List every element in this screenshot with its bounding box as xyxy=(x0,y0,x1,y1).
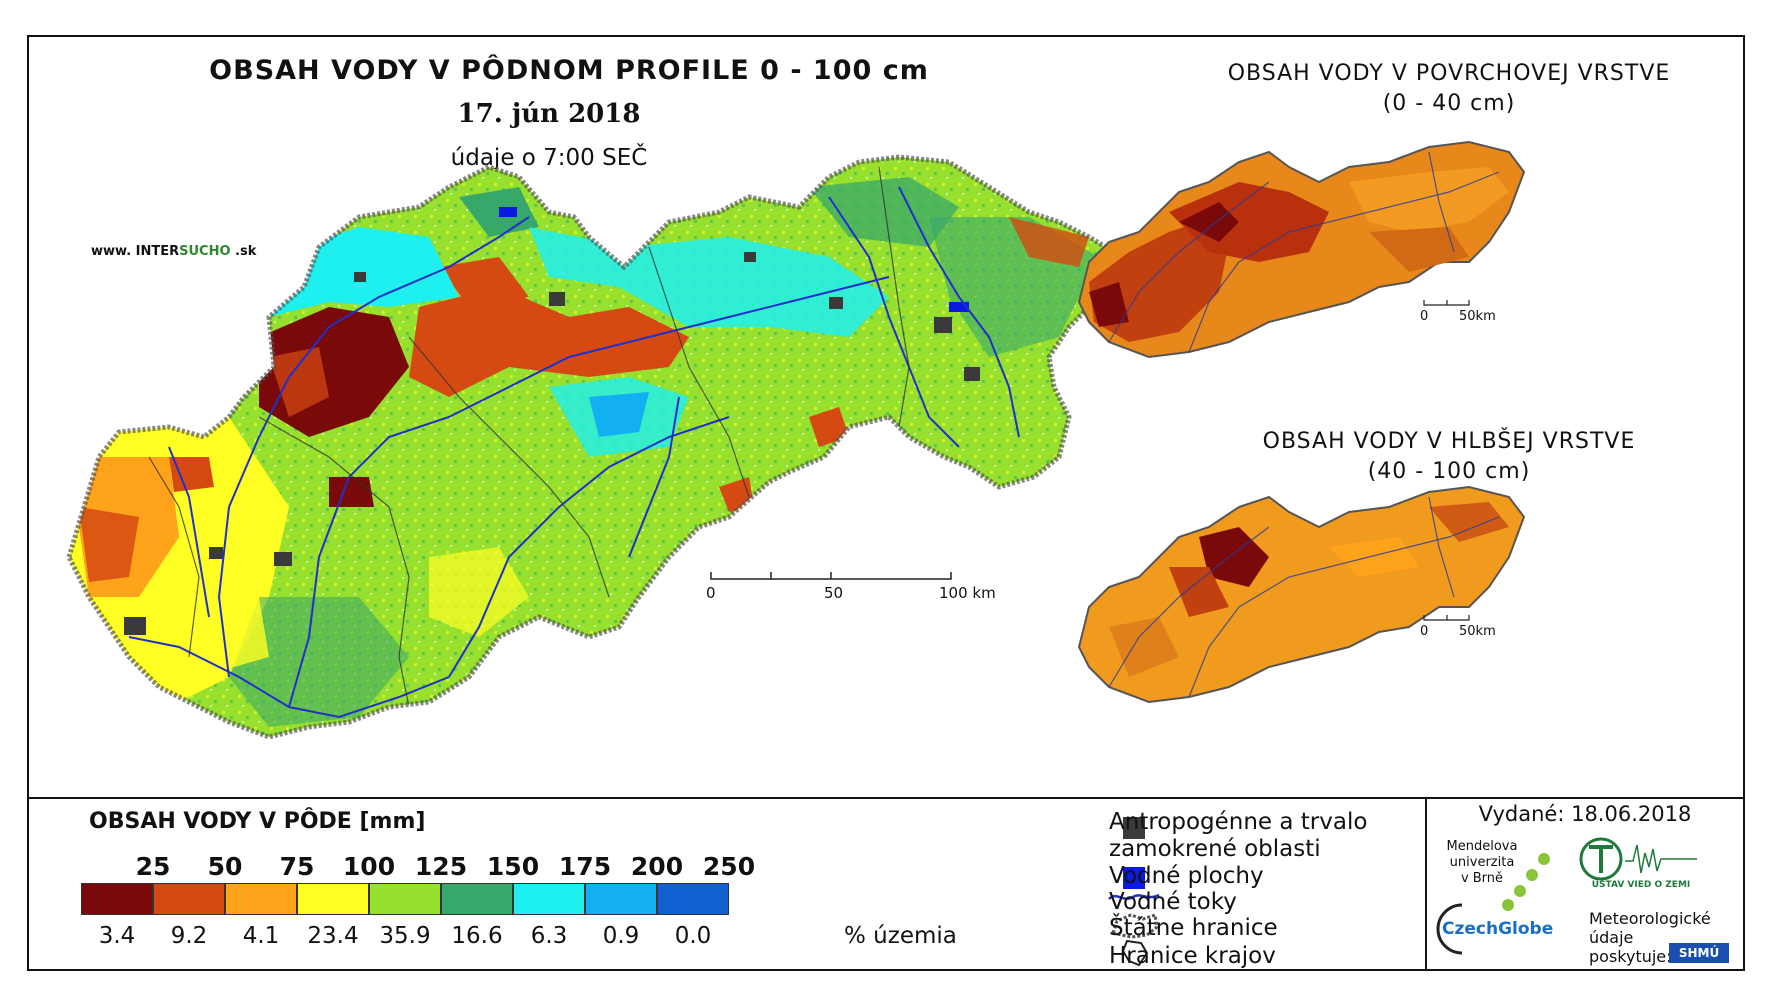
inset-surface-title-line1: OBSAH VODY V POVRCHOVEJ VRSTVE xyxy=(1227,61,1671,86)
state-border-label: Štátne hranice xyxy=(1109,915,1278,941)
map-zone: OBSAH VODY V PÔDNOM PROFILE 0 - 100 cm 1… xyxy=(29,37,1743,797)
legend-class-swatch xyxy=(369,883,441,915)
legend-class-upper: 150 xyxy=(486,852,540,881)
legend-class-percent: 0.9 xyxy=(602,923,640,949)
legend-class-swatch xyxy=(657,883,729,915)
legend-class-upper: 75 xyxy=(279,852,315,881)
legend-class-upper: 200 xyxy=(630,852,684,881)
website-label[interactable]: www. INTERSUCHO .sk xyxy=(91,244,256,259)
earth-institute-logo-icon xyxy=(1579,837,1697,881)
legend-class-percent: 4.1 xyxy=(242,923,280,949)
rivers-label: Vodné toky xyxy=(1109,889,1237,915)
main-scale-bar xyxy=(710,572,952,580)
map-frame: OBSAH VODY V PÔDNOM PROFILE 0 - 100 cm 1… xyxy=(27,35,1745,971)
mendel-dots-icon xyxy=(1502,853,1550,911)
inset-deep-map xyxy=(1077,485,1526,704)
inset-surface-scale-50: 50km xyxy=(1459,309,1496,324)
anthropogenic-label: Antropogénne a trvalo zamokrené oblasti xyxy=(1109,809,1367,863)
legend-divider xyxy=(29,797,1743,799)
legend-class-swatch xyxy=(441,883,513,915)
main-scale-0: 0 xyxy=(706,584,716,602)
legend-class-swatch xyxy=(153,883,225,915)
website-accent: SUCHO xyxy=(179,244,231,259)
website-prefix: www. INTER xyxy=(91,244,180,259)
mendel-line2: univerzita xyxy=(1449,855,1515,870)
legend-class-percent: 16.6 xyxy=(451,923,503,949)
inset-surface-scale-0: 0 xyxy=(1420,309,1429,324)
main-map-title: OBSAH VODY V PÔDNOM PROFILE 0 - 100 cm xyxy=(209,55,929,86)
inset-deep-scale-50: 50km xyxy=(1459,624,1496,639)
legend-class-swatch xyxy=(81,883,153,915)
issued-date: Vydané: 18.06.2018 xyxy=(1478,802,1692,826)
legend-class-upper: 175 xyxy=(558,852,612,881)
legend-class-percent: 3.4 xyxy=(98,923,136,949)
inset-surface-title-line2: (0 - 40 cm) xyxy=(1382,91,1516,116)
river-symbol-icon xyxy=(1108,893,1160,900)
anthropogenic-swatch xyxy=(1123,817,1145,839)
inset-surface-map xyxy=(1077,140,1526,359)
legend-class-swatch xyxy=(513,883,585,915)
legend-class-percent: 9.2 xyxy=(170,923,208,949)
main-scale-100: 100 km xyxy=(939,584,996,602)
inset-deep-title-line1: OBSAH VODY V HLBŠEJ VRSTVE xyxy=(1262,429,1636,454)
inset-deep-scale-0: 0 xyxy=(1420,624,1429,639)
inset-deep-title: OBSAH VODY V HLBŠEJ VRSTVE (40 - 100 cm) xyxy=(1209,427,1689,487)
meteorological-data-label: Meteorologické údaje poskytuje: xyxy=(1589,909,1711,966)
inset-deep-title-line2: (40 - 100 cm) xyxy=(1367,459,1531,484)
legend-class-percent: 35.9 xyxy=(379,923,431,949)
legend-class-swatch xyxy=(585,883,657,915)
met-line3: poskytuje: xyxy=(1589,947,1672,966)
legend-class-percent: 23.4 xyxy=(307,923,359,949)
website-suffix: .sk xyxy=(230,244,257,259)
legend-class-upper: 250 xyxy=(702,852,756,881)
legend-class-percent: 6.3 xyxy=(530,923,568,949)
legend-class-swatch xyxy=(225,883,297,915)
czechglobe-logo-icon xyxy=(1436,903,1463,955)
inset-surface-title: OBSAH VODY V POVRCHOVEJ VRSTVE (0 - 40 c… xyxy=(1209,59,1689,119)
czechglobe-label: CzechGlobe xyxy=(1442,919,1554,939)
legend-class-upper: 100 xyxy=(342,852,396,881)
main-scale-50: 50 xyxy=(824,584,844,602)
met-line2: údaje xyxy=(1589,928,1634,947)
mendel-line1: Mendelova xyxy=(1446,839,1518,854)
inset-surface-scale-bar xyxy=(1423,300,1470,306)
region-border-label: Hranice krajov xyxy=(1109,943,1276,969)
earth-institute-label: ÚSTAV VIED O ZEMI xyxy=(1591,880,1691,890)
main-map-date: 17. jún 2018 xyxy=(457,99,641,129)
legend-class-upper: 25 xyxy=(135,852,171,881)
legend-unit: % územia xyxy=(844,923,957,949)
state-border-icon xyxy=(1111,913,1159,939)
legend-title: OBSAH VODY V PÔDE [mm] xyxy=(89,809,426,834)
legend-class-upper: 125 xyxy=(414,852,468,881)
region-border-icon xyxy=(1121,939,1149,967)
anthropogenic-line2: zamokrené oblasti xyxy=(1109,836,1321,862)
met-line1: Meteorologické xyxy=(1589,909,1711,928)
anthropogenic-line1: Antropogénne a trvalo xyxy=(1109,809,1368,835)
main-map-subtitle: údaje o 7:00 SEČ xyxy=(450,145,648,171)
water-bodies-label: Vodné plochy xyxy=(1109,863,1264,889)
legend-class-upper: 50 xyxy=(207,852,243,881)
water-body-swatch xyxy=(1123,867,1145,889)
inset-deep-scale-bar xyxy=(1423,615,1470,621)
mendel-university-label: Mendelova univerzita v Brně xyxy=(1432,839,1532,887)
footer-divider xyxy=(1425,797,1427,969)
main-soil-water-map xyxy=(66,154,1118,740)
shmu-logo: SHMÚ xyxy=(1669,943,1729,963)
legend-class-swatch xyxy=(297,883,369,915)
mendel-line3: v Brně xyxy=(1460,871,1504,886)
legend-class-percent: 0.0 xyxy=(674,923,712,949)
